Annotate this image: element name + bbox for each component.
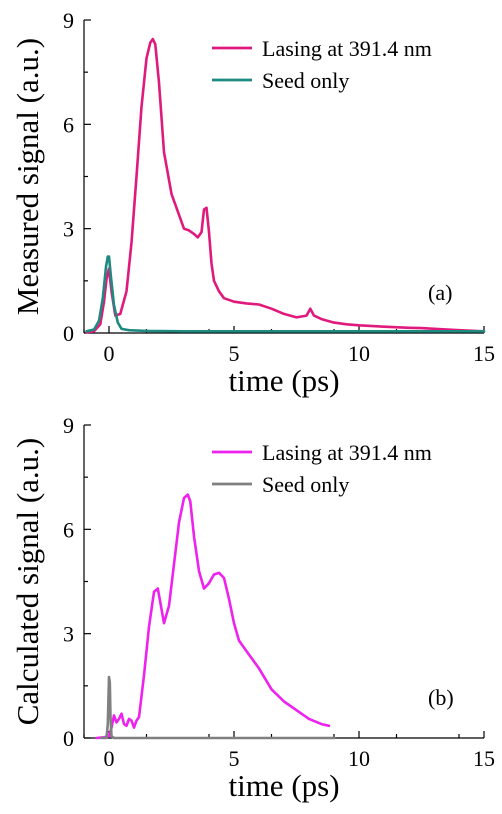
x-tick-label: 0 — [104, 341, 115, 366]
y-tick-label: 0 — [63, 726, 74, 751]
y-tick-label: 3 — [63, 217, 74, 242]
panel-label: (a) — [428, 280, 452, 305]
series-line-0 — [85, 37, 486, 334]
x-axis-title: time (ps) — [228, 768, 339, 803]
legend-label-0: Lasing at 391.4 nm — [262, 36, 432, 61]
series-line-1 — [85, 255, 486, 333]
x-tick-label: 10 — [348, 341, 370, 366]
x-tick-label: 10 — [348, 746, 370, 771]
x-tick-label: 5 — [229, 746, 240, 771]
y-tick-label: 6 — [63, 112, 74, 137]
y-axis-title: Measured signal (a.u.) — [10, 38, 45, 315]
legend-label-1: Seed only — [262, 68, 349, 93]
y-tick-label: 6 — [63, 517, 74, 542]
series-line-1 — [100, 675, 336, 740]
panel-b-plot: 0 5 10 15 0 3 6 9 time (ps) Calculated signal (a.… — [10, 413, 495, 803]
panel-label: (b) — [428, 685, 454, 710]
legend-label-1: Seed only — [262, 472, 349, 497]
x-tick-label: 5 — [229, 341, 240, 366]
x-tick-label: 15 — [473, 746, 495, 771]
x-tick-label: 15 — [473, 341, 495, 366]
y-axis-title: Calculated signal (a.u.) — [10, 438, 45, 726]
y-tick-label: 3 — [63, 622, 74, 647]
x-axis-title: time (ps) — [228, 363, 339, 398]
series-line-0 — [95, 493, 331, 740]
y-tick-label: 0 — [63, 321, 74, 346]
x-tick-label: 0 — [104, 746, 115, 771]
y-tick-label: 9 — [63, 413, 74, 438]
y-tick-label: 9 — [63, 8, 74, 33]
legend-label-0: Lasing at 391.4 nm — [262, 440, 432, 465]
panel-a-plot: 0 5 10 15 0 3 6 9 time (ps) Measured signal (a.u.… — [10, 8, 495, 398]
